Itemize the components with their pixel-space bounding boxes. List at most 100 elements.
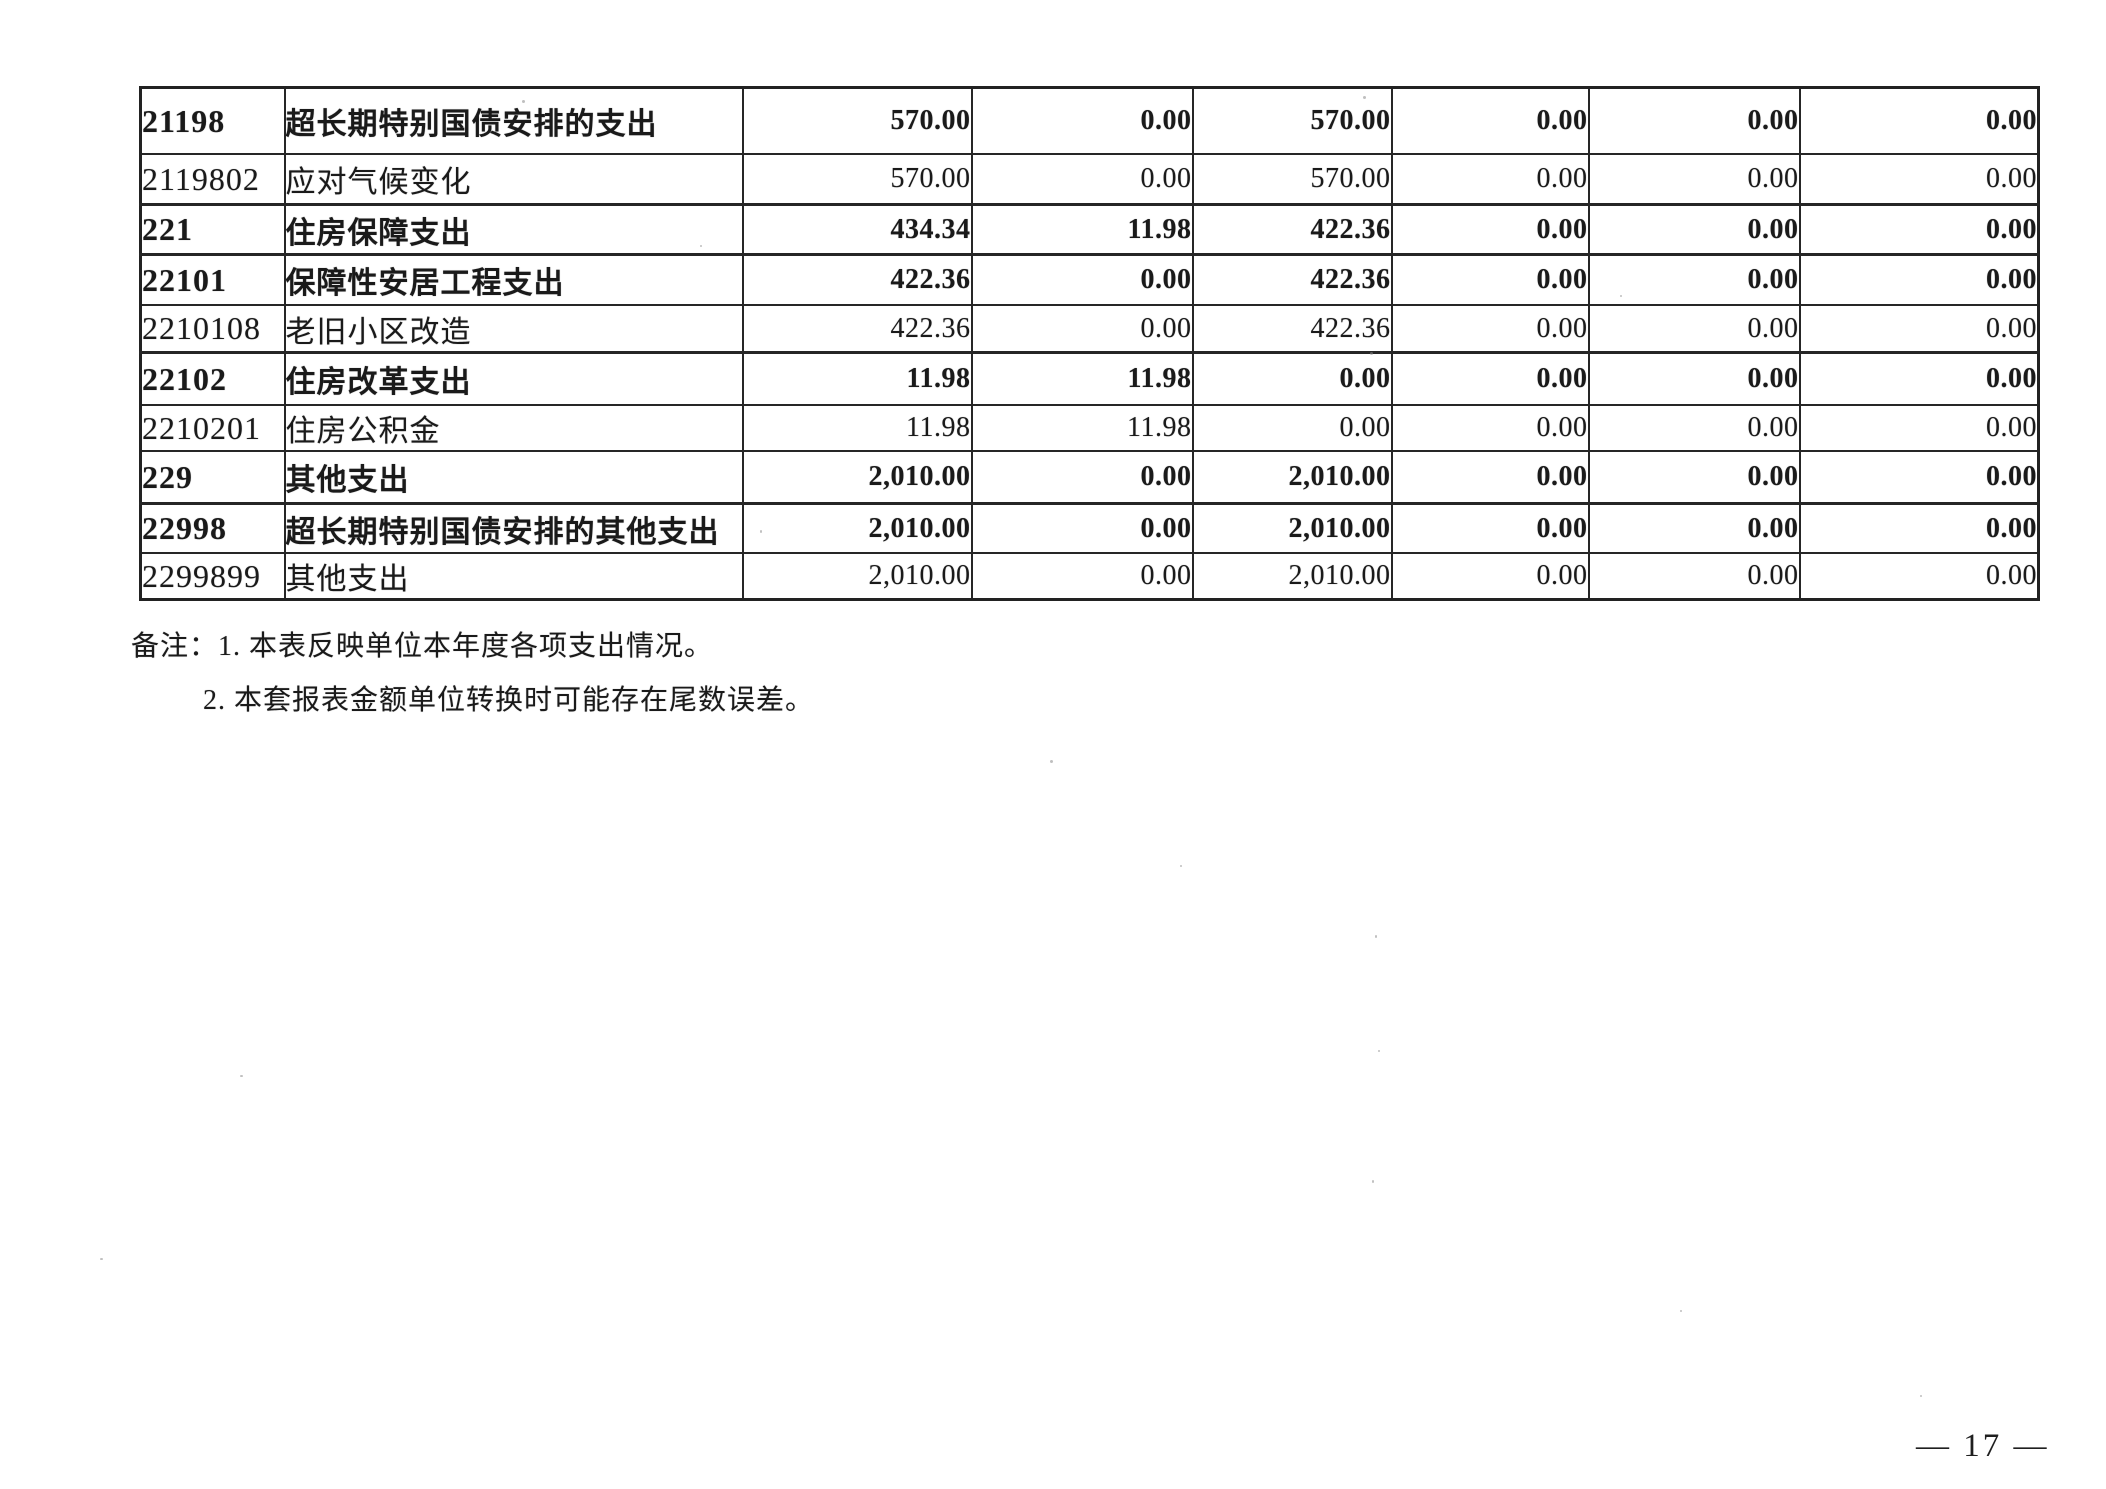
- table-row: 21198 超长期特别国债安排的支出 570.00 0.00 570.00 0.…: [139, 86, 2040, 155]
- row-value: 2,010.00: [741, 552, 973, 601]
- row-value: 0.00: [1798, 552, 2040, 601]
- scan-speck: [1375, 935, 1377, 938]
- row-code: 22102: [139, 351, 286, 406]
- row-value: 0.00: [1390, 552, 1590, 601]
- row-name: 超长期特别国债安排的其他支出: [283, 502, 744, 554]
- scan-speck: [1050, 760, 1053, 763]
- row-code: 229: [139, 450, 286, 505]
- row-value: 0.00: [1587, 351, 1801, 406]
- row-value: 570.00: [741, 153, 973, 206]
- scan-speck: [760, 530, 762, 533]
- row-value: 422.36: [741, 304, 973, 354]
- row-value: 0.00: [1587, 304, 1801, 354]
- scan-speck: [1680, 1310, 1682, 1312]
- row-value: 0.00: [1587, 552, 1801, 601]
- row-value: 0.00: [1191, 404, 1393, 452]
- row-value: 434.34: [741, 203, 973, 256]
- page-number: — 17 —: [1916, 1428, 2050, 1464]
- table-row: 22101 保障性安居工程支出 422.36 0.00 422.36 0.00 …: [139, 253, 2040, 306]
- row-value: 0.00: [1390, 203, 1590, 256]
- scan-speck: [1378, 1050, 1380, 1052]
- table-row: 2210201 住房公积金 11.98 11.98 0.00 0.00 0.00…: [139, 404, 2040, 452]
- table-row: 2210108 老旧小区改造 422.36 0.00 422.36 0.00 0…: [139, 304, 2040, 354]
- table-row: 22102 住房改革支出 11.98 11.98 0.00 0.00 0.00 …: [139, 351, 2040, 406]
- row-value: 0.00: [1798, 304, 2040, 354]
- row-value: 0.00: [970, 304, 1194, 354]
- row-value: 422.36: [1191, 253, 1393, 306]
- row-value: 0.00: [1798, 351, 2040, 406]
- row-value: 0.00: [1390, 404, 1590, 452]
- expenditure-table-body: 21198 超长期特别国债安排的支出 570.00 0.00 570.00 0.…: [139, 86, 2040, 601]
- row-value: 422.36: [1191, 304, 1393, 354]
- row-name: 其他支出: [283, 552, 744, 601]
- row-value: 0.00: [1587, 203, 1801, 256]
- row-code: 221: [139, 203, 286, 256]
- scan-speck: [1372, 1180, 1374, 1183]
- row-value: 0.00: [1798, 404, 2040, 452]
- row-value: 0.00: [1390, 351, 1590, 406]
- row-value: 0.00: [1587, 253, 1801, 306]
- table-row: 2119802 应对气候变化 570.00 0.00 570.00 0.00 0…: [139, 153, 2040, 206]
- row-value: 0.00: [1587, 502, 1801, 554]
- row-value: 0.00: [970, 86, 1194, 155]
- row-name: 住房改革支出: [283, 351, 744, 406]
- row-value: 2,010.00: [1191, 502, 1393, 554]
- scan-speck: [100, 1258, 103, 1260]
- row-value: 570.00: [741, 86, 973, 155]
- row-code: 22101: [139, 253, 286, 306]
- row-name: 超长期特别国债安排的支出: [283, 86, 744, 155]
- row-value: 0.00: [1390, 450, 1590, 505]
- row-code: 2299899: [139, 552, 286, 601]
- scan-speck: [1370, 352, 1373, 355]
- row-value: 0.00: [1587, 404, 1801, 452]
- row-value: 0.00: [1390, 304, 1590, 354]
- row-value: 0.00: [970, 450, 1194, 505]
- row-value: 0.00: [1390, 502, 1590, 554]
- row-code: 22998: [139, 502, 286, 554]
- row-value: 422.36: [741, 253, 973, 306]
- scan-speck: [1180, 865, 1182, 867]
- row-name: 保障性安居工程支出: [283, 253, 744, 306]
- scan-speck: [240, 1075, 243, 1077]
- row-value: 0.00: [1798, 253, 2040, 306]
- row-value: 11.98: [741, 351, 973, 406]
- row-value: 0.00: [970, 552, 1194, 601]
- row-value: 11.98: [970, 404, 1194, 452]
- row-value: 11.98: [970, 351, 1194, 406]
- row-value: 2,010.00: [741, 450, 973, 505]
- row-value: 0.00: [1798, 86, 2040, 155]
- row-value: 0.00: [1587, 153, 1801, 206]
- row-name: 住房公积金: [283, 404, 744, 452]
- row-value: 0.00: [1390, 86, 1590, 155]
- scan-speck: [700, 245, 702, 247]
- row-value: 0.00: [1798, 502, 2040, 554]
- row-value: 570.00: [1191, 153, 1393, 206]
- row-value: 0.00: [1390, 253, 1590, 306]
- row-value: 0.00: [970, 253, 1194, 306]
- scan-speck: [1363, 96, 1366, 99]
- row-value: 2,010.00: [741, 502, 973, 554]
- row-value: 0.00: [1798, 153, 2040, 206]
- table-row: 2299899 其他支出 2,010.00 0.00 2,010.00 0.00…: [139, 552, 2040, 601]
- row-code: 2119802: [139, 153, 286, 206]
- expenditure-table: 21198 超长期特别国债安排的支出 570.00 0.00 570.00 0.…: [139, 86, 2040, 601]
- scan-speck: [1620, 295, 1622, 297]
- table-row: 229 其他支出 2,010.00 0.00 2,010.00 0.00 0.0…: [139, 450, 2040, 505]
- row-value: 11.98: [970, 203, 1194, 256]
- row-name: 应对气候变化: [283, 153, 744, 206]
- row-value: 11.98: [741, 404, 973, 452]
- row-value: 0.00: [1798, 203, 2040, 256]
- row-value: 0.00: [970, 502, 1194, 554]
- scan-speck: [1920, 1395, 1922, 1397]
- table-row: 22998 超长期特别国债安排的其他支出 2,010.00 0.00 2,010…: [139, 502, 2040, 554]
- row-value: 0.00: [1798, 450, 2040, 505]
- row-code: 2210201: [139, 404, 286, 452]
- table-row: 221 住房保障支出 434.34 11.98 422.36 0.00 0.00…: [139, 203, 2040, 256]
- row-value: 2,010.00: [1191, 450, 1393, 505]
- row-value: 0.00: [1587, 450, 1801, 505]
- row-code: 21198: [139, 86, 286, 155]
- footnote-line-2: 2. 本套报表金额单位转换时可能存在尾数误差。: [203, 685, 815, 716]
- row-value: 2,010.00: [1191, 552, 1393, 601]
- scan-speck: [522, 100, 525, 103]
